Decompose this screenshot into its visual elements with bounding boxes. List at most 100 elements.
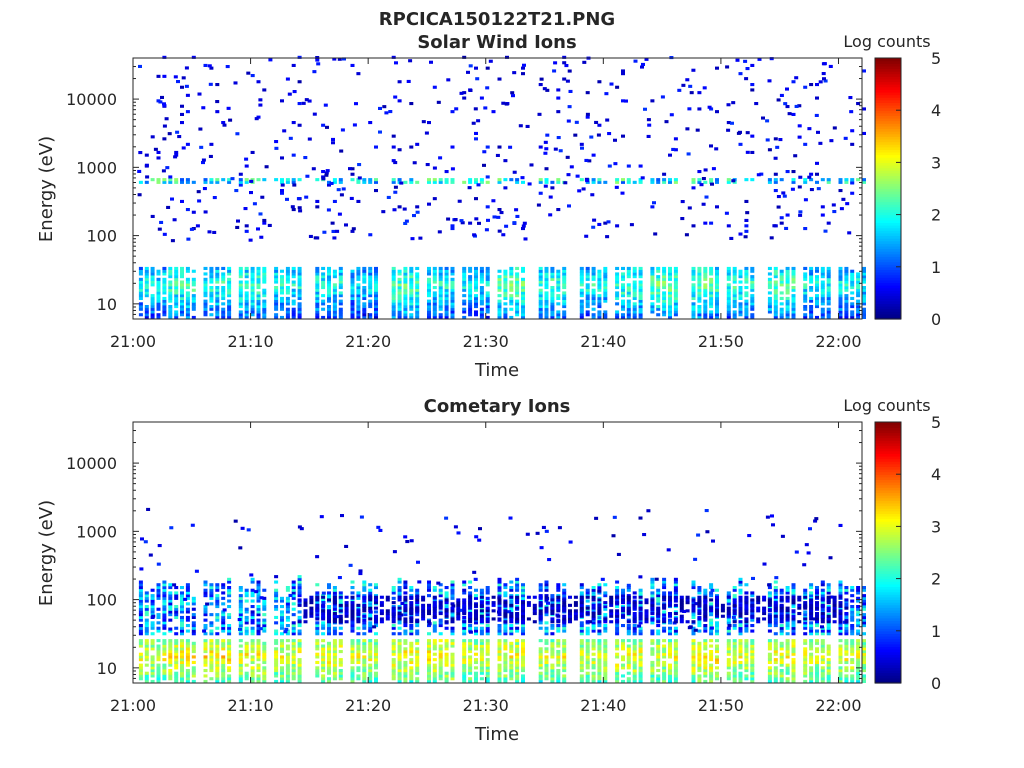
spectrogram-cell [556,269,561,273]
spectrogram-cell [374,660,378,664]
spectrogram-cell [662,313,667,317]
spectrogram-cell [603,629,608,633]
spectrogram-cell [579,621,584,625]
spectrogram-cell [662,305,667,309]
spectrogram-cell [515,679,520,683]
spectrogram-cell [238,602,243,606]
spectrogram-cell [209,624,214,628]
spectrogram-cell [715,280,719,284]
spectrogram-cell [626,629,631,633]
spectrogram-cell [691,674,696,678]
spectrogram-cell [280,315,284,319]
spectrogram-cell [615,85,620,89]
spectrogram-cell [697,294,702,298]
spectrogram-cell [791,302,796,306]
spectrogram-cell [291,666,296,670]
spectrogram-cell [791,286,796,290]
spectrogram-cell [497,305,502,309]
spectrogram-cell [744,655,749,659]
spectrogram-cell [315,277,320,281]
spectrogram-cell [460,221,465,225]
spectrogram-cell [150,296,155,300]
spectrogram-cell [285,615,290,619]
spectrogram-cell [485,586,490,590]
colorbar-segment [875,99,901,103]
spectrogram-cell [374,310,378,314]
spectrogram-cell [280,299,284,303]
spectrogram-cell [332,626,337,630]
colorbar-tick-label: 5 [931,49,941,68]
spectrogram-cell [162,583,167,587]
spectrogram-cell [781,191,786,195]
spectrogram-cell [432,291,437,295]
spectrogram-cell [180,652,184,656]
spectrogram-cell [291,315,296,319]
spectrogram-cell [415,663,420,667]
spectrogram-cell [621,655,625,659]
spectrogram-cell [563,181,568,185]
spectrogram-cell [138,607,143,611]
spectrogram-cell [327,183,331,187]
spectrogram-cell [362,663,367,667]
spectrogram-cell [362,286,367,290]
spectrogram-cell [521,277,525,281]
spectrogram-cell [156,291,161,295]
spectrogram-cell [280,666,284,670]
spectrogram-cell [468,299,473,303]
spectrogram-cell [709,669,714,673]
spectrogram-cell [162,632,167,636]
spectrogram-cell [156,294,161,298]
spectrogram-cell [626,666,631,670]
spectrogram-cell [709,310,714,314]
spectrogram-cell [791,288,796,292]
spectrogram-cell [585,272,590,276]
spectrogram-cell [238,172,243,176]
spectrogram-cell [262,302,267,306]
spectrogram-cell [797,135,802,139]
spectrogram-cell [156,588,161,592]
spectrogram-cell [726,291,731,295]
spectrogram-cell [315,280,320,284]
spectrogram-cell [297,310,302,314]
spectrogram-cell [591,588,596,592]
spectrogram-cell [175,130,180,134]
spectrogram-cell [438,666,443,670]
spectrogram-cell [668,291,672,295]
spectrogram-cell [585,288,590,292]
spectrogram-cell [415,315,420,319]
spectrogram-cell [621,180,625,184]
spectrogram-cell [156,180,161,184]
spectrogram-cell [585,313,590,317]
spectrogram-cell [550,624,555,628]
spectrogram-cell [191,307,196,311]
colorbar-segment [875,282,901,286]
spectrogram-cell [544,580,549,584]
spectrogram-cell [297,679,302,683]
spectrogram-cell [709,286,714,290]
spectrogram-cell [391,591,396,595]
spectrogram-cell [673,148,678,152]
spectrogram-cell [304,98,309,102]
spectrogram-cell [332,629,337,633]
spectrogram-cell [262,305,267,309]
spectrogram-cell [215,666,220,670]
spectrogram-cell [274,666,279,670]
spectrogram-cell [344,223,348,227]
spectrogram-cell [791,315,796,319]
spectrogram-cell [626,313,631,317]
spectrogram-cell [444,296,449,300]
spectrogram-cell [738,275,743,279]
spectrogram-cell [668,621,672,625]
spectrogram-cell [338,280,343,284]
spectrogram-cell [427,286,431,290]
spectrogram-cell [221,288,226,292]
spectrogram-cell [459,219,464,223]
spectrogram-cell [368,650,373,654]
spectrogram-cell [356,650,361,654]
spectrogram-cell [297,315,302,319]
spectrogram-cell [368,288,373,292]
spectrogram-cell [515,288,520,292]
spectrogram-cell [144,307,149,311]
spectrogram-cell [474,644,478,648]
spectrogram-cell [485,671,490,675]
